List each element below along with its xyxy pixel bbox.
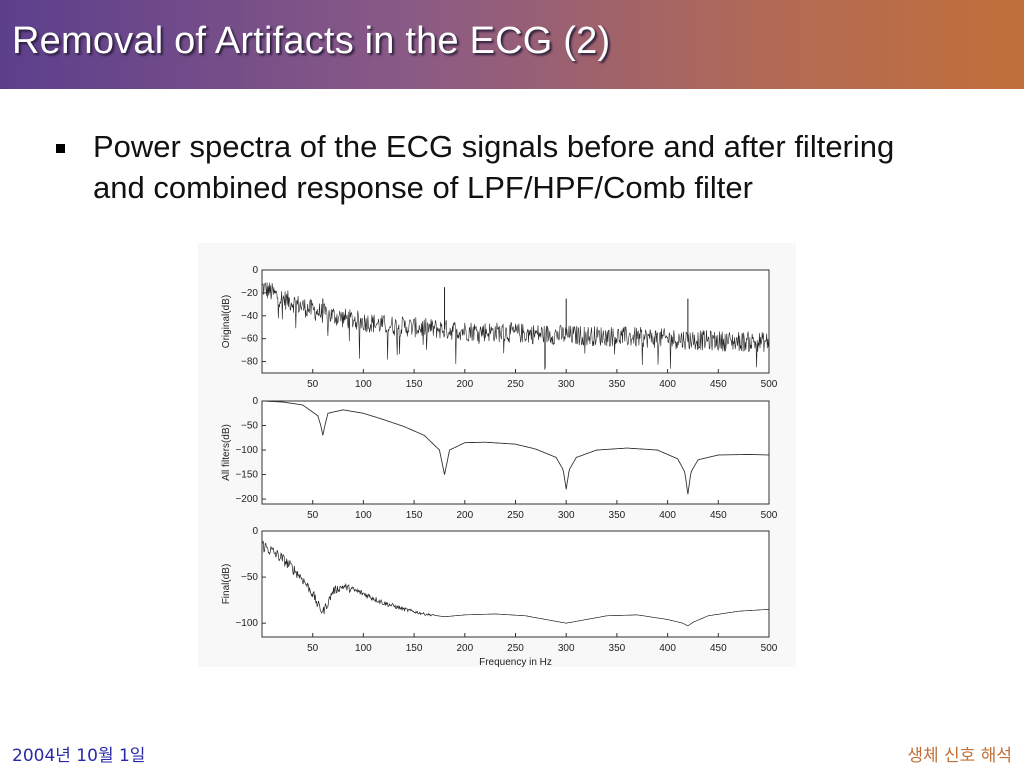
x-axis-label: Frequency in Hz — [479, 657, 552, 667]
x-tick-label: 300 — [558, 510, 575, 521]
x-tick-label: 450 — [710, 379, 727, 390]
x-tick-label: 400 — [659, 643, 676, 654]
slide-title: Removal of Artifacts in the ECG (2) — [12, 20, 611, 62]
x-tick-label: 250 — [507, 510, 524, 521]
x-tick-label: 250 — [507, 643, 524, 654]
y-tick-label: −150 — [235, 470, 258, 481]
y-tick-label: −20 — [241, 288, 258, 299]
spectra-plots: 50 100 150 200 250 300 350 400 450 5000−20−40−60−… — [221, 265, 778, 667]
y-tick-label: −40 — [241, 311, 258, 322]
y-tick-label: −200 — [235, 494, 258, 505]
response-line — [262, 400, 770, 495]
y-tick-label: −50 — [241, 572, 258, 583]
x-tick-label: 350 — [609, 510, 626, 521]
footer-course: 생체 신호 해석 — [907, 746, 1012, 766]
x-tick-label: 500 — [761, 379, 778, 390]
x-tick-label: 300 — [558, 379, 575, 390]
final-line — [261, 540, 770, 627]
title-bar: Removal of Artifacts in the ECG (2) — [0, 0, 1024, 89]
y-tick-label: −50 — [241, 421, 258, 432]
x-tick-label: 400 — [659, 510, 676, 521]
y-tick-label: −100 — [235, 618, 258, 629]
x-tick-label: 200 — [456, 379, 473, 390]
y-axis-label: Final(dB) — [221, 564, 232, 605]
plot-frame — [261, 269, 770, 374]
plot-frame — [261, 400, 770, 505]
x-tick-label: 100 — [355, 379, 372, 390]
x-tick-label: 50 — [307, 510, 319, 521]
y-tick-label: 0 — [252, 396, 258, 407]
x-tick-label: 350 — [609, 379, 626, 390]
plot-frame — [261, 530, 770, 638]
x-tick-label: 150 — [406, 379, 423, 390]
x-tick-label: 100 — [355, 643, 372, 654]
y-axis-label: All filters(dB) — [221, 424, 232, 481]
spectra-figure: 50 100 150 200 250 300 350 400 450 500 0 −20 −40 −60−… — [198, 243, 796, 667]
final-spectrum-panel: 50 100 150 200 250 300 350 400 450 500 0 −50 −100 Fin… — [221, 526, 778, 667]
y-tick-label: −60 — [241, 334, 258, 345]
x-tick-label: 400 — [659, 379, 676, 390]
y-tick-label: −100 — [235, 445, 258, 456]
x-tick-label: 350 — [609, 643, 626, 654]
x-tick-label: 150 — [406, 643, 423, 654]
x-tick-label: 250 — [507, 379, 524, 390]
x-tick-label: 100 — [355, 510, 372, 521]
x-tick-label: 500 — [761, 643, 778, 654]
bullet-text: Power spectra of the ECG signals before … — [93, 129, 895, 205]
original-spectrum-panel: 50 100 150 200 250 300 350 400 450 500 0 −20 −40 −60 −… — [221, 265, 778, 390]
square-bullet-icon — [56, 144, 65, 153]
x-tick-label: 200 — [456, 643, 473, 654]
x-tick-label: 450 — [710, 643, 727, 654]
x-tick-label: 200 — [456, 510, 473, 521]
spectrum-line — [261, 282, 770, 370]
x-tick-label: 50 — [307, 379, 319, 390]
x-tick-label: 300 — [558, 643, 575, 654]
x-tick-label: 450 — [710, 510, 727, 521]
y-tick-label: 0 — [252, 265, 258, 276]
x-tick-label: 50 — [307, 643, 319, 654]
x-tick-label: 500 — [761, 510, 778, 521]
filter-response-panel: 50 100 150 200 250 300 350 400 450 500 0 −50 −100 −15… — [221, 396, 778, 521]
footer-date: 2004년 10월 1일 — [12, 746, 146, 766]
y-axis-label: Original(dB) — [221, 295, 232, 348]
y-tick-label: −80 — [241, 357, 258, 368]
y-tick-label: 0 — [252, 526, 258, 537]
x-tick-label: 150 — [406, 510, 423, 521]
